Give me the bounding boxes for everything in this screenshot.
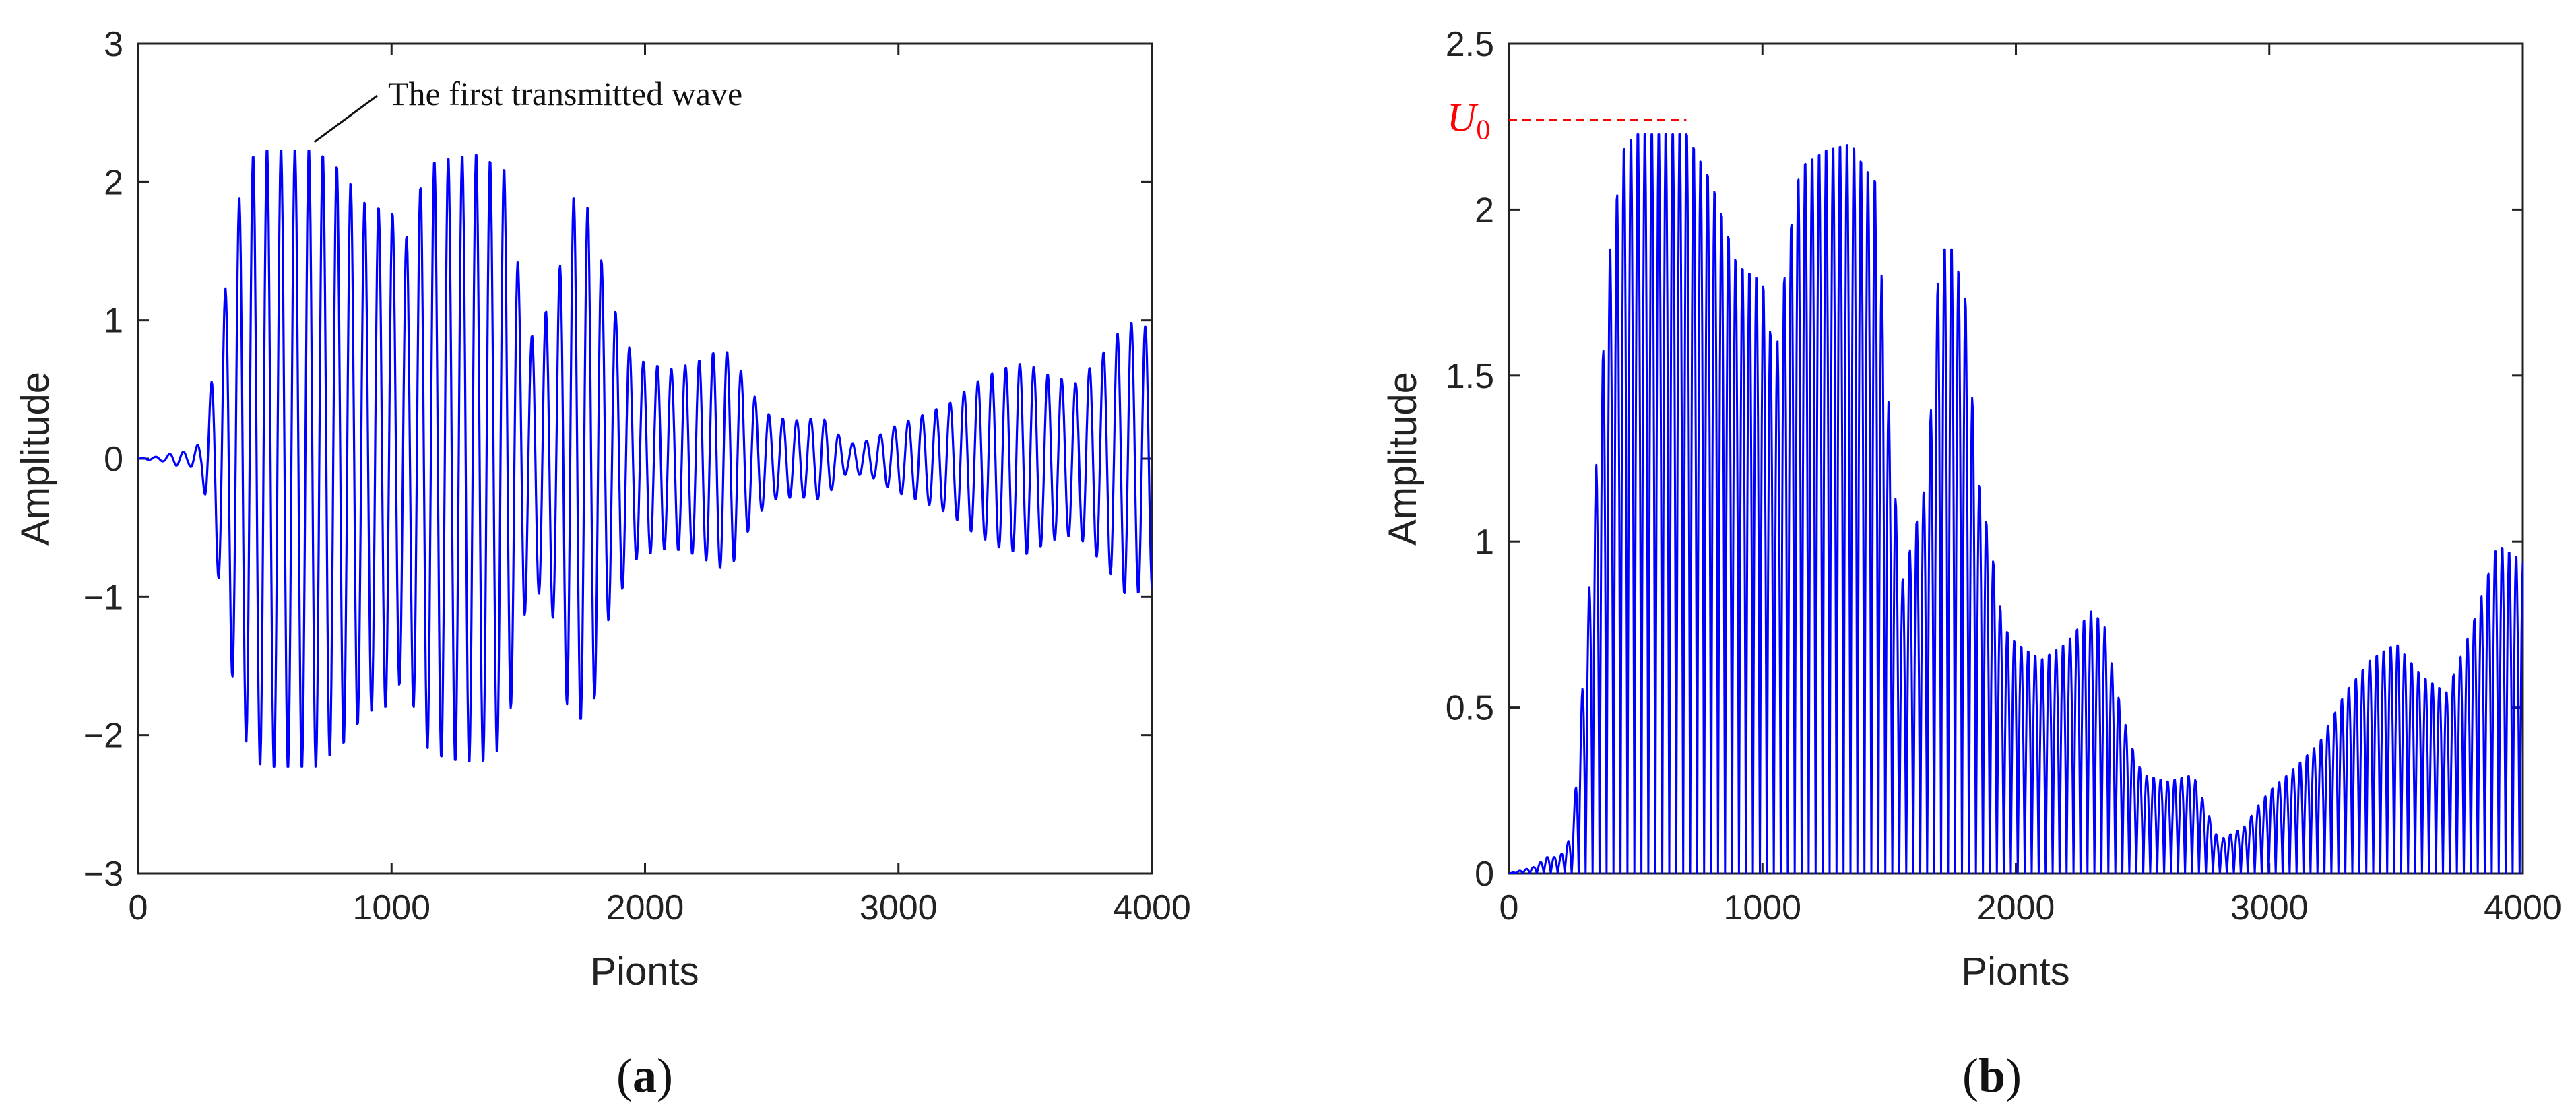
- panel-a-y-tick-label: 1: [104, 302, 123, 341]
- panel-a-y-tick-label: 3: [104, 25, 123, 64]
- panel-a-x-tick-label: 2000: [606, 888, 684, 927]
- panel-a-ticks: [137, 42, 1153, 875]
- panel-b-x-tick-label: 4000: [2484, 888, 2562, 927]
- panel-a-y-axis-label: Amplitude: [13, 372, 57, 546]
- panel-b-series-line: [1509, 133, 2523, 875]
- panel-b-y-tick-label: 2.5: [1446, 25, 1494, 64]
- panel-a-y-tick-labels: −3 −2 −1 0 1 2 3: [84, 25, 123, 894]
- panel-b-caption-letter: b: [1978, 1049, 2005, 1102]
- panel-b-u0-symbol: U: [1447, 95, 1479, 139]
- panel-b-x-tick-label: 3000: [2230, 888, 2309, 927]
- panel-a-annotation: The first transmitted wave: [388, 75, 742, 112]
- panel-a-y-tick-label: 2: [104, 163, 123, 202]
- panel-b-x-axis-label: Pionts: [1961, 950, 2069, 993]
- panel-a-annotation-leader: [313, 94, 378, 143]
- panel-b-u0-subscript: 0: [1476, 114, 1490, 145]
- panel-b-y-tick-label: 0: [1475, 855, 1494, 894]
- panel-a-caption: (a): [616, 1049, 673, 1102]
- panel-a-chart: 0 1000 2000 3000 4000 −3 −2 −1 0 1 2 3 The first t…: [13, 25, 1191, 1102]
- panel-b-y-axis-label: Amplitude: [1381, 372, 1425, 546]
- panel-a-x-tick-label: 1000: [352, 888, 430, 927]
- panel-a-x-tick-labels: 0 1000 2000 3000 4000: [129, 888, 1191, 927]
- panel-b-x-tick-label: 0: [1500, 888, 1519, 927]
- panel-a-y-tick-label: −1: [84, 578, 123, 617]
- panel-a-y-tick-label: −2: [84, 717, 123, 756]
- panel-b-y-tick-label: 0.5: [1446, 689, 1494, 728]
- panel-b-x-tick-labels: 0 1000 2000 3000 4000: [1500, 888, 2562, 927]
- panel-a-x-tick-label: 3000: [860, 888, 938, 927]
- panel-b-y-tick-label: 2: [1475, 191, 1494, 230]
- panel-b-y-tick-label: 1.5: [1446, 357, 1494, 396]
- panel-b-y-tick-labels: 0 0.5 1 1.5 2 2.5: [1446, 25, 1494, 894]
- panel-a-x-tick-label: 4000: [1113, 888, 1191, 927]
- panel-a-plot-frame: [137, 42, 1153, 875]
- panel-a-x-axis-label: Pionts: [590, 950, 699, 993]
- panel-b-u0-label: U0: [1447, 95, 1490, 145]
- panel-b-caption: (b): [1962, 1049, 2022, 1102]
- panel-b-x-tick-label: 2000: [1977, 888, 2055, 927]
- panel-b-x-tick-label: 1000: [1723, 888, 1801, 927]
- panel-b-y-tick-label: 1: [1475, 523, 1494, 562]
- panel-a-caption-letter: a: [633, 1049, 657, 1102]
- panel-a-y-tick-label: 0: [104, 440, 123, 479]
- panel-a-x-tick-label: 0: [129, 888, 148, 927]
- panel-b-chart: 0 1000 2000 3000 4000 00.511.522.5 U0 Pionts…: [1381, 25, 2562, 1102]
- panel-a-series-line: [138, 150, 1152, 768]
- panel-a-y-tick-label: −3: [84, 855, 123, 894]
